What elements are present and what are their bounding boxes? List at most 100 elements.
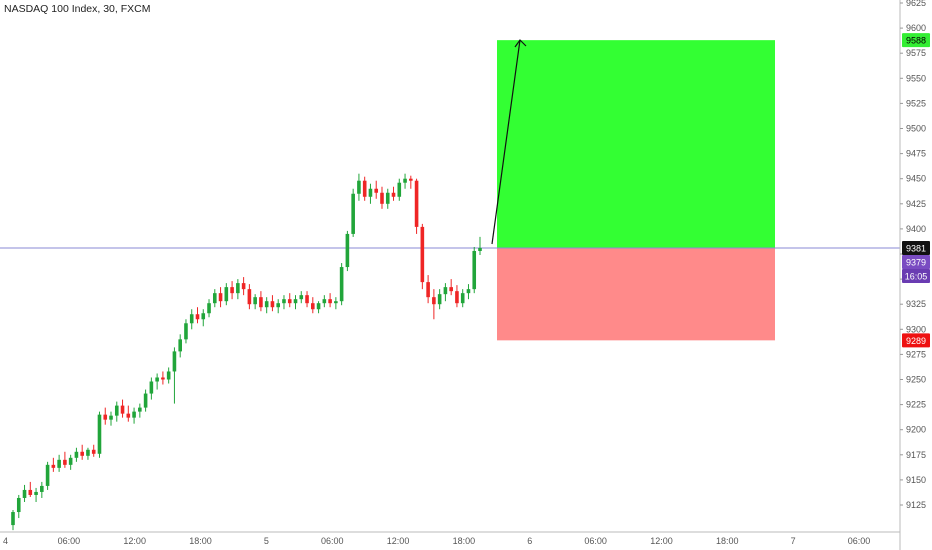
chart-title: NASDAQ 100 Index, 30, FXCM bbox=[4, 3, 151, 15]
candle-body bbox=[362, 180, 367, 197]
x-tick-label: 06:00 bbox=[848, 536, 871, 546]
y-axis: 9125915091759200922592509275930093259350… bbox=[899, 0, 926, 550]
candle-body bbox=[368, 188, 373, 197]
candle-body bbox=[414, 180, 419, 227]
candle-body bbox=[253, 297, 257, 305]
candle-body bbox=[287, 299, 292, 304]
candle-body bbox=[201, 313, 206, 320]
candle-body bbox=[114, 405, 119, 416]
candle-body bbox=[334, 301, 338, 304]
projection-arrow-group bbox=[491, 39, 527, 245]
candle-body bbox=[397, 182, 402, 197]
y-tick-label: 9600 bbox=[906, 23, 926, 33]
candle-body bbox=[109, 415, 113, 420]
arrowhead bbox=[514, 39, 527, 48]
candle-body bbox=[212, 293, 217, 304]
candle-body bbox=[138, 407, 142, 412]
candle-body bbox=[161, 377, 165, 380]
candle-body bbox=[385, 192, 390, 204]
candle-body bbox=[68, 457, 73, 465]
y-tick-label: 9400 bbox=[906, 224, 926, 234]
candle-body bbox=[86, 449, 90, 456]
candle-body bbox=[380, 192, 384, 204]
target-price-tag-bg bbox=[902, 33, 930, 48]
y-tick-label: 9500 bbox=[906, 124, 926, 134]
candle-body bbox=[270, 301, 275, 308]
candle-body bbox=[328, 299, 332, 304]
y-tick-label: 9450 bbox=[906, 174, 926, 184]
y-tick-label: 9150 bbox=[906, 475, 926, 485]
countdown-tag-text: 16:05 bbox=[905, 271, 928, 281]
x-tick-label: 06:00 bbox=[321, 536, 344, 546]
candle-body bbox=[259, 297, 263, 308]
loss-zone[interactable] bbox=[497, 247, 775, 341]
candle-body bbox=[466, 289, 471, 294]
candle-body bbox=[120, 405, 125, 414]
stop-price-tag: 9289 bbox=[902, 333, 930, 348]
countdown-tag-bg bbox=[902, 268, 930, 283]
candle-body bbox=[311, 303, 315, 310]
candles bbox=[11, 173, 482, 531]
candle-body bbox=[420, 226, 425, 283]
y-tick-label: 9575 bbox=[906, 48, 926, 58]
y-tick-label: 9325 bbox=[906, 299, 926, 309]
x-tick-label: 4 bbox=[3, 536, 8, 546]
candle-body bbox=[247, 289, 252, 305]
candle-body bbox=[443, 287, 448, 295]
y-tick-label: 9625 bbox=[906, 0, 926, 8]
candle-body bbox=[207, 303, 211, 314]
x-tick-label: 5 bbox=[264, 536, 269, 546]
current-price-tag-text: 9381 bbox=[906, 243, 926, 253]
candle-body bbox=[189, 314, 194, 324]
candle-body bbox=[472, 250, 477, 290]
y-tick-label: 9200 bbox=[906, 425, 926, 435]
candle-body bbox=[241, 283, 246, 290]
x-tick-label: 12:00 bbox=[650, 536, 673, 546]
candle-body bbox=[293, 299, 298, 304]
candle-body bbox=[28, 489, 33, 495]
candle-body bbox=[91, 449, 96, 454]
candle-body bbox=[426, 282, 430, 298]
candle-body bbox=[460, 293, 465, 304]
candle-body bbox=[432, 297, 436, 305]
candle-body bbox=[264, 301, 269, 308]
candle-body bbox=[305, 295, 309, 304]
last-price-tag-text: 9379 bbox=[906, 257, 926, 267]
profit-zone[interactable] bbox=[497, 40, 775, 248]
candle-body bbox=[409, 178, 413, 181]
candle-body bbox=[166, 371, 171, 380]
candle-body bbox=[351, 193, 355, 234]
current-price-tag-bg bbox=[902, 240, 930, 255]
x-tick-label: 06:00 bbox=[584, 536, 607, 546]
candle-body bbox=[230, 287, 234, 294]
y-tick-label: 9300 bbox=[906, 324, 926, 334]
x-tick-label: 18:00 bbox=[716, 536, 739, 546]
candle-body bbox=[155, 377, 159, 382]
x-tick-label: 18:00 bbox=[189, 536, 212, 546]
y-tick-label: 9550 bbox=[906, 73, 926, 83]
candle-body bbox=[16, 497, 21, 513]
candle-body bbox=[299, 295, 304, 300]
stop-price-tag-bg bbox=[902, 333, 930, 348]
candle-body bbox=[195, 314, 200, 320]
candle-body bbox=[374, 188, 379, 193]
y-tick-label: 9425 bbox=[906, 199, 926, 209]
target-price-tag: 9588 bbox=[902, 33, 930, 48]
candle-body bbox=[357, 180, 361, 194]
candle-body bbox=[80, 451, 84, 456]
position-zones bbox=[497, 40, 775, 341]
x-tick-label: 6 bbox=[527, 536, 532, 546]
y-tick-label: 9125 bbox=[906, 500, 926, 510]
x-tick-label: 12:00 bbox=[123, 536, 146, 546]
candle-body bbox=[236, 283, 240, 294]
candle-body bbox=[172, 351, 177, 372]
target-price-tag-text: 9588 bbox=[906, 36, 926, 46]
x-tick-label: 12:00 bbox=[387, 536, 410, 546]
x-tick-label: 7 bbox=[791, 536, 796, 546]
projection-arrow[interactable] bbox=[491, 39, 521, 245]
last-price-tag-bg bbox=[902, 254, 930, 269]
candle-body bbox=[322, 299, 327, 304]
candle-body bbox=[11, 512, 15, 526]
